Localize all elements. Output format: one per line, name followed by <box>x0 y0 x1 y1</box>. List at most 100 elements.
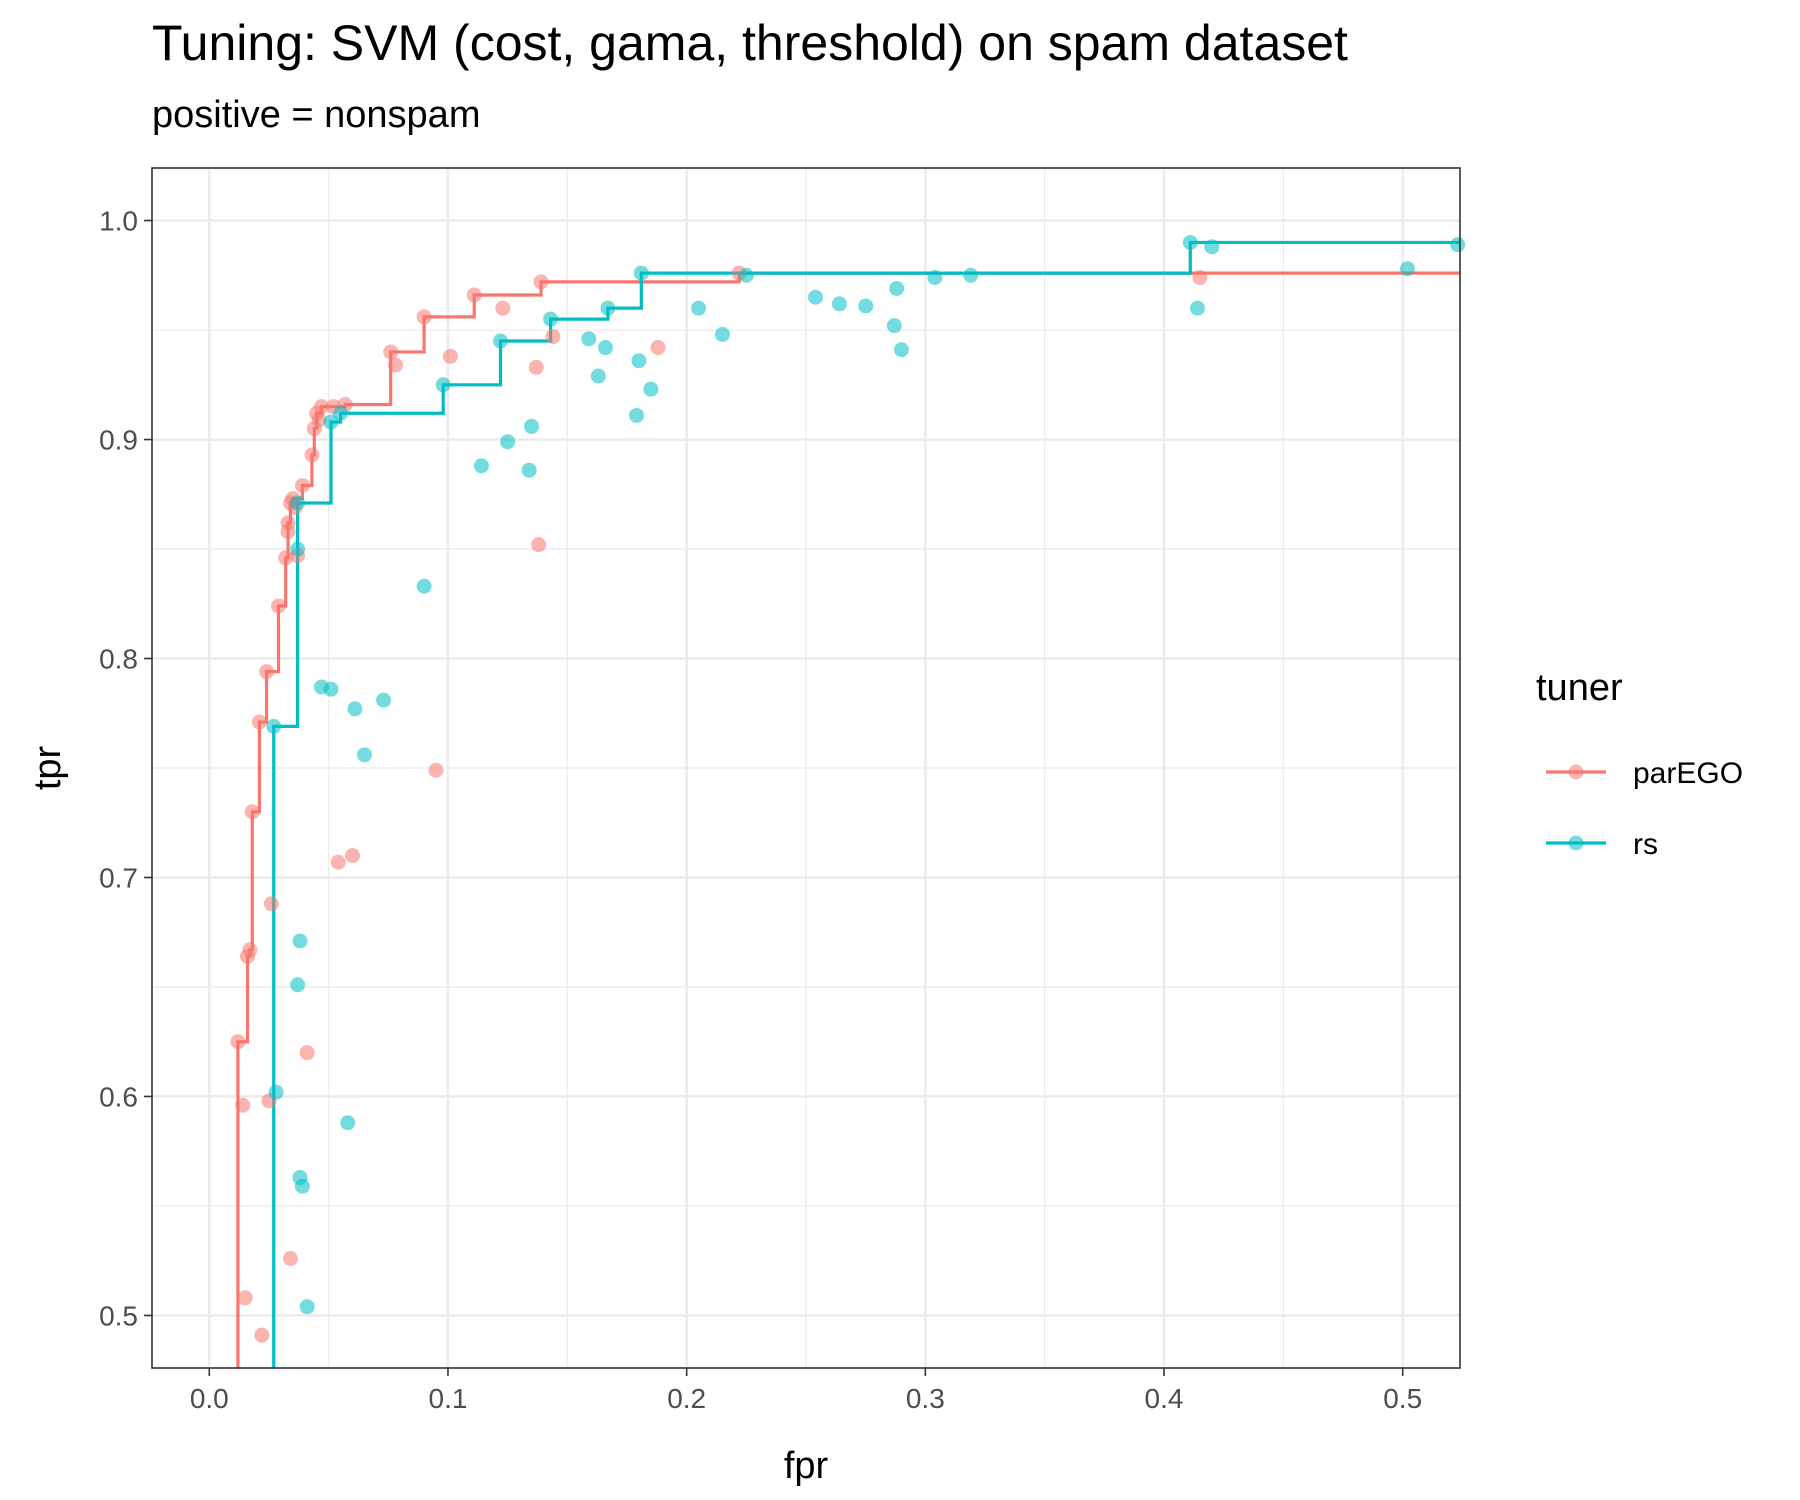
parEGO-point <box>259 664 275 680</box>
parEGO-point <box>235 1097 251 1113</box>
parEGO-point <box>242 942 258 958</box>
major-gridlines <box>152 168 1460 1368</box>
parEGO-point <box>294 478 310 494</box>
rs-point <box>963 267 979 283</box>
rs-point <box>691 300 707 316</box>
parEGO-point <box>466 287 482 303</box>
rs-point <box>294 1178 310 1194</box>
rs-point <box>268 1084 284 1100</box>
legend-label-rs: rs <box>1633 828 1658 861</box>
parEGO-point <box>251 714 267 730</box>
chart-title: Tuning: SVM (cost, gama, threshold) on s… <box>152 15 1348 71</box>
y-tick-label: 0.8 <box>99 644 138 675</box>
y-tick-label: 1.0 <box>99 206 138 237</box>
rs-point <box>333 405 349 421</box>
rs-point <box>581 331 597 347</box>
parEGO-point <box>254 1327 270 1343</box>
rs-point <box>543 311 559 327</box>
legend: tuner parEGO rs <box>1536 667 1743 861</box>
parEGO-point <box>313 399 329 415</box>
parEGO-point <box>230 1034 246 1050</box>
parEGO-point <box>545 329 561 345</box>
rs-point <box>738 267 754 283</box>
parEGO-point <box>280 515 296 531</box>
y-tick-label: 0.5 <box>99 1300 138 1331</box>
rs-point <box>347 701 363 717</box>
x-tick-label: 0.3 <box>906 1383 945 1414</box>
rs-point <box>714 326 730 342</box>
parEGO-point <box>237 1290 253 1306</box>
legend-key-point <box>1568 835 1584 851</box>
parEGO-point <box>344 848 360 864</box>
x-tick-label: 0.4 <box>1145 1383 1184 1414</box>
rs-point <box>323 414 339 430</box>
rs-point <box>473 458 489 474</box>
rs-point <box>299 1299 315 1315</box>
parEGO-point <box>387 357 403 373</box>
parEGO-point <box>442 348 458 364</box>
parEGO-point <box>271 598 287 614</box>
x-tick-label: 0.1 <box>429 1383 468 1414</box>
y-axis-ticks: 0.5 0.6 0.7 0.8 0.9 1.0 <box>99 206 152 1331</box>
parEGO-point <box>650 340 666 356</box>
rs-point <box>858 298 874 314</box>
parEGO-point <box>1192 269 1208 285</box>
rs-point <box>1399 261 1415 277</box>
x-axis-title: fpr <box>784 1445 829 1487</box>
parEGO-point <box>311 412 327 428</box>
parEGO-point <box>244 804 260 820</box>
legend-label-parEGO: parEGO <box>1633 757 1743 790</box>
parEGO-point <box>528 359 544 375</box>
parEGO-point <box>383 344 399 360</box>
x-tick-label: 0.0 <box>190 1383 229 1414</box>
rs-point <box>631 353 647 369</box>
parEGO-point <box>263 896 279 912</box>
rs-point <box>1189 300 1205 316</box>
rs-point <box>600 300 616 316</box>
rs-point <box>1204 239 1220 255</box>
parEGO-point <box>330 854 346 870</box>
rs-point <box>356 747 372 763</box>
parEGO-point <box>495 300 511 316</box>
rs-point <box>893 342 909 358</box>
rs-point <box>927 269 943 285</box>
legend-key-point <box>1568 764 1584 780</box>
legend-title: tuner <box>1536 667 1623 709</box>
rs-point <box>808 289 824 305</box>
rs-point <box>1450 237 1466 253</box>
rs-point <box>290 495 306 511</box>
parEGO-point <box>278 550 294 566</box>
rs-point <box>290 977 306 993</box>
data-points <box>230 234 1466 1343</box>
rs-point <box>889 280 905 296</box>
y-tick-label: 0.7 <box>99 862 138 893</box>
rs-point <box>524 418 540 434</box>
parEGO-point <box>533 274 549 290</box>
y-tick-label: 0.6 <box>99 1081 138 1112</box>
rs-point <box>521 462 537 478</box>
rs-point <box>598 340 614 356</box>
y-tick-label: 0.9 <box>99 425 138 456</box>
rs-front-line <box>272 240 1460 1368</box>
rs-point <box>886 318 902 334</box>
rs-point <box>292 933 308 949</box>
rs-point <box>266 718 282 734</box>
rs-point <box>500 434 516 450</box>
rs-point <box>1182 234 1198 250</box>
parEGO-point <box>299 1045 315 1061</box>
parEGO-point <box>304 447 320 463</box>
rs-point <box>416 578 432 594</box>
rs-point <box>376 692 392 708</box>
x-tick-label: 0.5 <box>1383 1383 1422 1414</box>
chart-subtitle: positive = nonspam <box>152 94 481 136</box>
plot-border <box>151 167 1461 1369</box>
rs-point <box>290 541 306 557</box>
parEGO-point <box>531 537 547 553</box>
minor-gridlines <box>152 168 1460 1368</box>
rs-point <box>435 377 451 393</box>
parEGO-point <box>428 762 444 778</box>
rs-point <box>590 368 606 384</box>
rs-point <box>643 381 659 397</box>
parEGO-point <box>416 309 432 325</box>
